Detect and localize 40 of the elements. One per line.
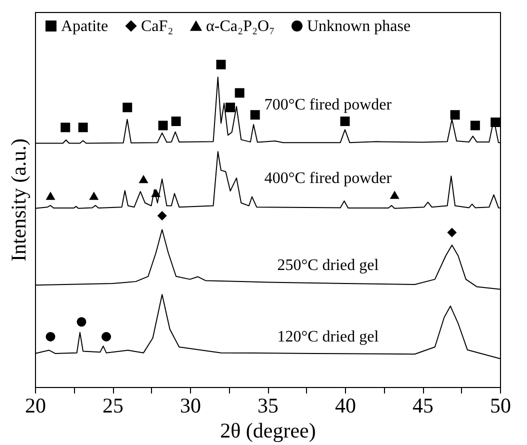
point [171, 116, 181, 126]
point [102, 332, 112, 342]
x-tick-label: 25 [102, 394, 124, 418]
point [46, 332, 56, 342]
point [60, 122, 70, 132]
point [89, 192, 99, 200]
annotation: 400°C fired powder [264, 170, 392, 187]
point [470, 120, 480, 130]
point [250, 110, 260, 120]
point [216, 60, 226, 70]
legend-label: Apatite [61, 18, 108, 35]
point [234, 88, 244, 98]
legend-label: CaF₂ [141, 18, 174, 35]
annotation: 250°C dried gel [277, 257, 380, 274]
point [157, 211, 167, 221]
point [122, 102, 132, 112]
annotation: 120°C dried gel [277, 328, 380, 346]
point [78, 122, 88, 132]
point [390, 190, 400, 199]
point [46, 192, 56, 200]
point [138, 174, 148, 184]
point [158, 120, 168, 130]
x-tick-label: 45 [412, 394, 434, 418]
point [450, 110, 460, 120]
point [151, 188, 161, 197]
point [490, 118, 500, 128]
legend-label: α-Ca₂P₂O₇ [206, 18, 275, 35]
y-axis-title: Intensity (a.u.) [6, 138, 30, 262]
annotation: 700°C fired powder [264, 96, 392, 114]
x-tick-label: 50 [490, 394, 511, 418]
point [76, 317, 86, 327]
x-tick-label: 20 [25, 394, 46, 418]
point [447, 228, 457, 238]
x-tick-label: 35 [258, 394, 278, 418]
x-tick-label: 30 [180, 394, 201, 418]
x-tick-label: 40 [335, 394, 356, 418]
point [226, 102, 236, 112]
x-axis-title: 2θ (degree) [220, 418, 316, 442]
legend-label: Unknown phase [307, 18, 411, 35]
point [340, 116, 350, 126]
